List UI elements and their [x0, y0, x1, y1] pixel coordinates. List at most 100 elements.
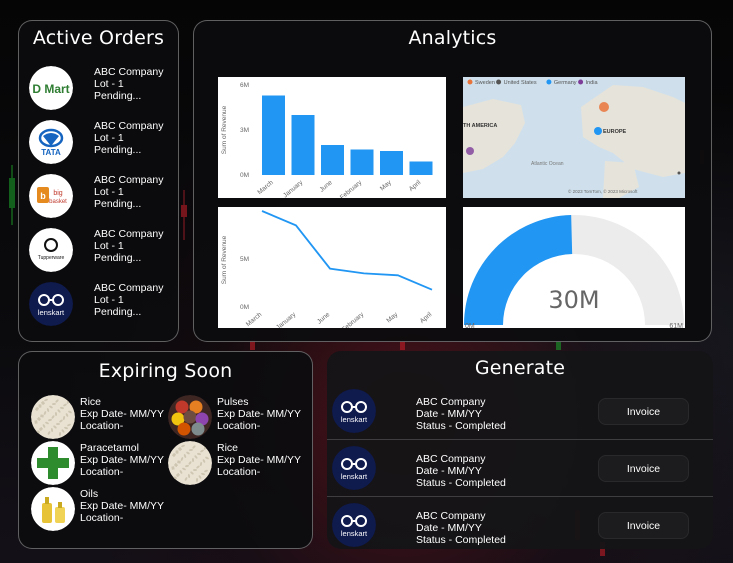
legend-dot: [467, 79, 473, 85]
x-tick: January: [275, 311, 298, 328]
line-chart[interactable]: Sum of Revenue 0M 5M March January June Februa…: [218, 207, 446, 328]
expiring-item[interactable]: Rice Exp Date- MM/YY Location-: [31, 395, 171, 439]
bubble-sweden: [599, 102, 609, 112]
y-tick: 0M: [240, 172, 249, 179]
bar: [350, 149, 374, 175]
generate-company: ABC Company: [416, 396, 486, 408]
order-item[interactable]: lenskart ABC Company Lot - 1 Pending...: [29, 282, 177, 330]
y-tick: 5M: [240, 256, 249, 263]
expiring-item[interactable]: Pulses Exp Date- MM/YY Location-: [168, 395, 308, 439]
gauge-chart[interactable]: 30M 0M 61M: [463, 207, 685, 328]
gauge-max: 61M: [669, 323, 683, 328]
x-tick: March: [256, 179, 275, 196]
order-status: Pending...: [94, 144, 142, 156]
map-label-atlantic: Atlantic Ocean: [531, 161, 564, 167]
invoice-button[interactable]: Invoice: [598, 512, 689, 539]
y-axis-label: Sum of Revenue: [221, 235, 228, 284]
item-location: Location-: [80, 512, 124, 524]
item-location: Location-: [217, 466, 261, 478]
lenskart-logo: lenskart: [29, 282, 73, 326]
item-location: Location-: [217, 420, 261, 432]
order-item[interactable]: D Mart ABC Company Lot - 1 Pending...: [29, 66, 177, 114]
map-label-eu: EUROPE: [603, 129, 627, 135]
bar: [262, 95, 285, 175]
legend-dot: [496, 79, 502, 85]
generate-row: lenskart ABC Company Date - MM/YY Status…: [327, 439, 713, 496]
generate-status: Status - Completed: [416, 420, 506, 432]
item-name: Pulses: [217, 396, 249, 408]
item-exp-date: Exp Date- MM/YY: [217, 408, 302, 420]
bar: [321, 145, 344, 175]
x-tick: February: [339, 179, 364, 198]
order-item[interactable]: b big basket ABC Company Lot - 1 Pending…: [29, 174, 177, 222]
map-land-na: [463, 99, 525, 173]
bubble-india: [677, 171, 681, 175]
lenskart-logo: lenskart: [332, 446, 376, 490]
generate-date: Date - MM/YY: [416, 465, 482, 477]
dmart-logo: D Mart: [29, 66, 73, 110]
x-tick: January: [282, 179, 305, 198]
logo-text: D Mart: [32, 82, 69, 96]
item-location: Location-: [80, 420, 124, 432]
item-exp-date: Exp Date- MM/YY: [217, 454, 302, 466]
x-tick: June: [316, 311, 332, 326]
legend-label: United States: [504, 80, 537, 86]
expiring-item[interactable]: Oils Exp Date- MM/YY Location-: [31, 487, 171, 531]
order-item[interactable]: TATA ABC Company Lot - 1 Pending...: [29, 120, 177, 168]
item-exp-date: Exp Date- MM/YY: [80, 408, 165, 420]
rice-thumb: [31, 395, 75, 439]
pulses-thumb: [168, 395, 212, 439]
order-status: Pending...: [94, 306, 142, 318]
bar-chart[interactable]: Sum of Revenue 0M 3M 6M March January June Febr…: [218, 77, 446, 198]
generate-date: Date - MM/YY: [416, 408, 482, 420]
item-name: Rice: [80, 396, 102, 408]
order-lot: Lot - 1: [94, 132, 124, 144]
legend-dot: [578, 79, 584, 85]
generate-row: lenskart ABC Company Date - MM/YY Status…: [327, 382, 713, 439]
bar: [409, 161, 433, 175]
tata-logo: TATA: [29, 120, 73, 164]
invoice-button[interactable]: Invoice: [598, 455, 689, 482]
order-company: ABC Company: [94, 228, 164, 240]
generate-row: lenskart ABC Company Date - MM/YY Status…: [327, 496, 713, 553]
legend-label: Germany: [554, 80, 577, 86]
item-name: Rice: [217, 442, 239, 454]
gauge-fill: [464, 215, 573, 325]
expiring-item[interactable]: Rice Exp Date- MM/YY Location-: [168, 441, 308, 485]
analytics-title: Analytics: [408, 27, 497, 49]
order-company: ABC Company: [94, 120, 164, 132]
generate-status: Status - Completed: [416, 477, 506, 489]
item-exp-date: Exp Date- MM/YY: [80, 454, 165, 466]
generate-company: ABC Company: [416, 510, 486, 522]
svg-text:lenskart: lenskart: [341, 415, 368, 424]
medicine-thumb: [31, 441, 75, 485]
row-divider: [327, 439, 713, 440]
item-name: Oils: [80, 488, 99, 500]
legend-label: Sweden: [475, 80, 495, 86]
svg-text:lenskart: lenskart: [38, 308, 65, 317]
item-name: Paracetamol: [80, 442, 139, 454]
generate-panel: Generate lenskart ABC Company Date - MM/…: [327, 351, 713, 549]
bubble-germany: [594, 127, 602, 135]
map-land-africa: [603, 161, 639, 198]
svg-text:Tupperware: Tupperware: [38, 255, 65, 261]
analytics-panel: Analytics Sum of Revenue 0M 3M 6M March Janua…: [193, 20, 712, 342]
order-status: Pending...: [94, 252, 142, 264]
order-lot: Lot - 1: [94, 294, 124, 306]
generate-status: Status - Completed: [416, 534, 506, 546]
order-item[interactable]: Tupperware ABC Company Lot - 1 Pending..…: [29, 228, 177, 276]
svg-text:lenskart: lenskart: [341, 472, 368, 481]
bar: [380, 151, 403, 175]
x-tick: May: [379, 179, 393, 193]
expiring-soon-panel: Expiring Soon Rice Exp Date- MM/YY Locat…: [18, 351, 313, 549]
svg-text:lenskart: lenskart: [341, 529, 368, 538]
expiring-item[interactable]: Paracetamol Exp Date- MM/YY Location-: [31, 441, 171, 485]
bubble-us: [466, 147, 474, 155]
oil-thumb: [31, 487, 75, 531]
x-tick: April: [408, 179, 423, 193]
active-orders-panel: Active Orders D Mart ABC Company Lot - 1…: [18, 20, 179, 342]
map-chart[interactable]: Sweden United States Germany India TH AMERIC…: [463, 77, 685, 198]
invoice-button[interactable]: Invoice: [598, 398, 689, 425]
order-company: ABC Company: [94, 282, 164, 294]
svg-text:b: b: [40, 191, 46, 201]
